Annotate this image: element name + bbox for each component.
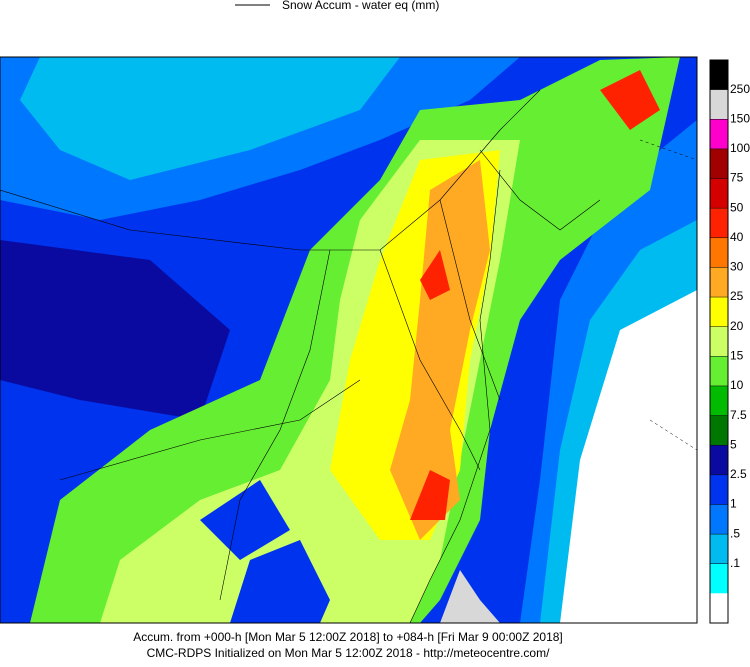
colorbar-label: 25 [730,289,744,303]
colorbar-box [710,178,728,209]
colorbar-label: 1 [730,497,737,511]
colorbar-label: 40 [730,230,744,244]
colorbar-box [710,563,728,594]
footer-line: CMC-RDPS Initialized on Mon Mar 5 12:00Z… [147,646,551,660]
map-land [440,570,500,623]
colorbar-frame [709,59,729,624]
colorbar-box [710,119,728,149]
colorbar-box [710,89,728,120]
colorbar-label: 7.5 [730,408,747,422]
colorbar-label: 250 [730,82,750,96]
colorbar-label: 30 [730,260,744,274]
legend-text: Snow Accum - water eq (mm) [282,0,439,12]
colorbar-label: 5 [730,437,737,451]
colorbar-label: 75 [730,171,744,185]
map-frame [0,56,698,624]
colorbar-box [710,385,728,416]
colorbar-label: 15 [730,348,744,362]
colorbar-box [710,297,728,327]
colorbar-label: 20 [730,319,744,333]
colorbar-box [710,415,728,446]
colorbar-box [710,148,728,179]
colorbar-box [710,445,728,475]
colorbar-label: 150 [730,111,750,125]
colorbar-label: 50 [730,200,744,214]
map-ocean [560,290,697,623]
map-region [0,240,230,420]
colorbar-box [710,208,728,238]
map-region [20,57,400,180]
colorbar-box [710,504,728,535]
colorbar-box [710,534,728,564]
colorbar-box [710,326,728,357]
colorbar-label: .1 [730,556,740,570]
colorbar-box [710,237,728,268]
colorbar-box [710,356,728,386]
colorbar-box [710,267,728,298]
map-region [200,480,330,623]
colorbar-label: .5 [730,526,740,540]
colorbar-box [710,60,728,90]
map [0,57,697,623]
borders [0,89,601,623]
colorbar-box [710,593,728,623]
map-max [410,70,660,520]
map-region [390,160,490,540]
colorbar-label: 100 [730,141,750,155]
footer-line: Accum. from +000-h [Mon Mar 5 12:00Z 201… [133,630,563,644]
map-edge [639,139,697,451]
colorbar-label: 10 [730,378,744,392]
colorbar-box [710,474,728,505]
colorbar: 250 150 100 75 50 40 30 25 20 15 10 7.5 5 2.5 1 .5 .1 [709,59,750,624]
colorbar-label: 2.5 [730,467,747,481]
